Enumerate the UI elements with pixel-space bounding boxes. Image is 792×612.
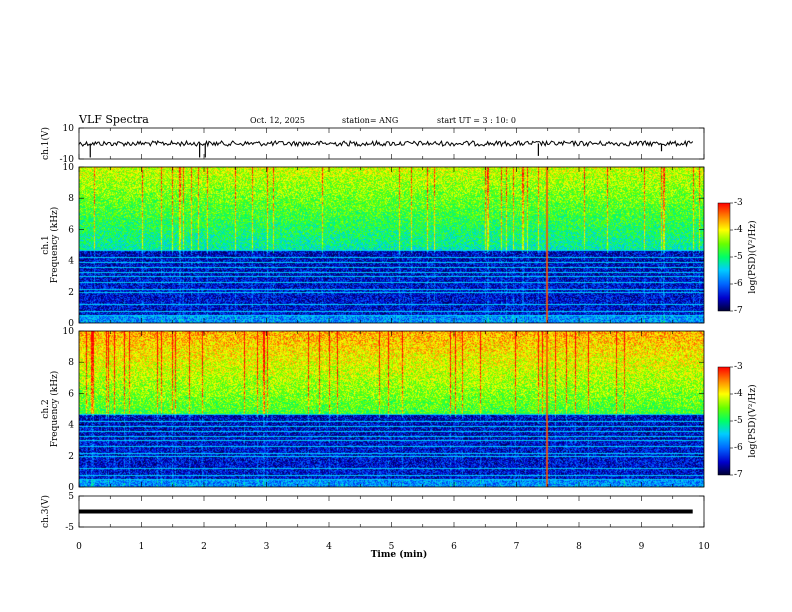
y-tick-label: 6 — [68, 225, 74, 235]
colorbar-tick-label: -5 — [734, 416, 743, 426]
start-time-label: start UT = 3 : 10: 0 — [437, 116, 516, 125]
colorbar-tick-label: -5 — [734, 252, 743, 262]
colorbar-tick-label: -4 — [734, 389, 743, 399]
voltage-trace — [78, 139, 694, 148]
y-tick-label: 8 — [68, 194, 74, 204]
x-tick-label: 1 — [139, 542, 145, 552]
channel-label: ch.2 — [41, 399, 51, 418]
spectrogram-image — [79, 331, 704, 487]
colorbar-tick-label: -6 — [734, 443, 743, 453]
colorbar — [717, 366, 731, 476]
y-axis-label: ch.3(V) — [40, 495, 51, 528]
y-tick-label: -5 — [65, 523, 74, 533]
spectrogram-image — [79, 167, 704, 323]
y-tick-label: 10 — [63, 327, 75, 337]
y-tick-label: 0 — [68, 319, 74, 329]
y-tick-label: 5 — [68, 492, 74, 502]
y-tick-label: 2 — [68, 288, 74, 298]
colorbar-label: log(PSD)(V²/Hz) — [747, 220, 758, 293]
y-tick-label: 10 — [63, 163, 75, 173]
date-label: Oct. 12, 2025 — [250, 116, 305, 125]
y-tick-label: 2 — [68, 452, 74, 462]
y-axis-label: Frequency (kHz) — [49, 207, 60, 284]
colorbar-tick-label: -3 — [734, 198, 743, 208]
colorbar — [717, 202, 731, 312]
y-axis-label: Frequency (kHz) — [49, 371, 60, 448]
x-tick-label: 5 — [389, 542, 395, 552]
y-axis-label: ch.1(V) — [40, 127, 51, 160]
x-axis-label: Time (min) — [371, 549, 428, 560]
colorbar-tick-label: -7 — [734, 306, 743, 316]
ch3-voltage-panel: ch.3(V) 5 -5 — [40, 492, 705, 533]
x-tick-label: 10 — [698, 542, 710, 552]
colorbar-label: log(PSD)(V²/Hz) — [747, 384, 758, 457]
ch1-voltage-panel: ch.1(V) 10 -10 — [40, 124, 705, 165]
x-tick-label: 2 — [201, 542, 207, 552]
channel-label: ch.1 — [41, 235, 51, 254]
colorbar-tick-label: -6 — [734, 279, 743, 289]
x-tick-label: 6 — [451, 542, 457, 552]
colorbar-tick-label: -4 — [734, 225, 743, 235]
colorbar-tick-label: -3 — [734, 362, 743, 372]
y-tick-label: 6 — [68, 389, 74, 399]
y-tick-label: 4 — [68, 257, 74, 267]
station-label: station= ANG — [342, 116, 398, 125]
x-tick-label: 0 — [76, 542, 82, 552]
y-tick-label: 4 — [68, 421, 74, 431]
time-axis: 0 1 2 3 4 5 6 7 8 9 10 — [76, 542, 710, 552]
x-tick-label: 8 — [576, 542, 582, 552]
y-tick-label: 8 — [68, 358, 74, 368]
x-tick-label: 3 — [264, 542, 270, 552]
ch2-spectrogram-panel: -3 -4 -5 -6 -7 log(PSD)(V²/Hz) Frequency (kHz)… — [41, 327, 758, 493]
x-tick-label: 4 — [326, 542, 332, 552]
colorbar-tick-label: -7 — [734, 470, 743, 480]
x-tick-label: 7 — [514, 542, 520, 552]
y-tick-label: 0 — [68, 483, 74, 493]
y-tick-label: 10 — [63, 124, 75, 134]
chart-title: VLF Spectra — [78, 113, 149, 126]
x-tick-label: 9 — [639, 542, 645, 552]
ch1-spectrogram-panel: -3 -4 -5 -6 -7 log(PSD)(V²/Hz) Frequency (kHz)… — [41, 163, 758, 329]
y-tick-label: -10 — [60, 155, 75, 165]
